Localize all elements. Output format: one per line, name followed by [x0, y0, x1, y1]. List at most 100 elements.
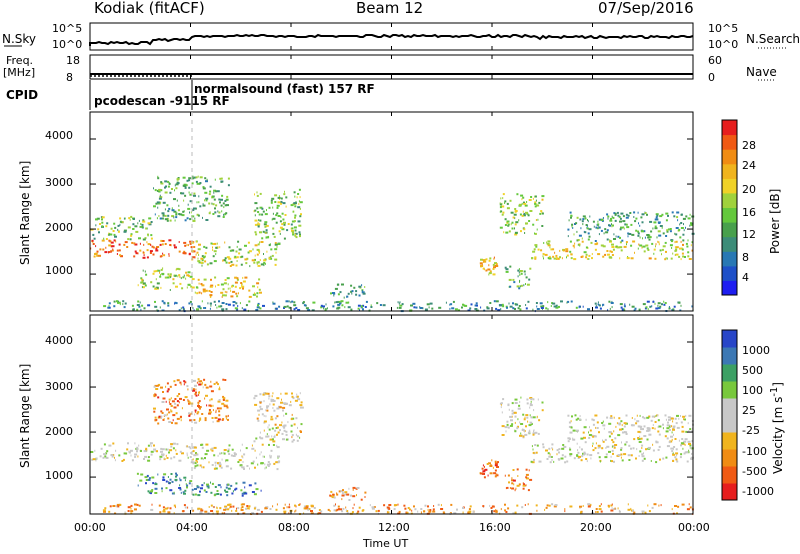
power-cell — [431, 307, 434, 310]
velocity-cell — [300, 406, 301, 409]
velocity-cell — [529, 478, 533, 481]
power-cell — [606, 250, 609, 252]
power-cell — [204, 177, 207, 180]
velocity-cell — [580, 459, 583, 462]
velocity-cell — [151, 489, 154, 491]
velocity-cell — [350, 494, 352, 497]
velocity-cell — [234, 488, 237, 491]
velocity-cell — [580, 511, 582, 514]
power-cell — [224, 241, 226, 244]
power-cell — [169, 191, 172, 194]
power-cell — [193, 309, 195, 312]
power-cell — [549, 246, 551, 249]
velocity-cell — [638, 455, 640, 457]
power-cell — [606, 238, 609, 241]
velocity-cell — [618, 509, 620, 512]
velocity-cell — [170, 409, 172, 412]
power-cell — [272, 227, 275, 230]
power-cell — [587, 238, 590, 241]
power-cell — [207, 302, 209, 305]
velocity-cell — [674, 438, 677, 440]
velocity-cell — [657, 448, 660, 451]
velocity-cell — [529, 421, 531, 424]
velocity-cell — [634, 418, 636, 421]
power-cell — [630, 244, 633, 247]
velocity-cell — [276, 446, 280, 449]
velocity-cell — [226, 404, 228, 407]
power-cell — [193, 176, 196, 179]
power-cell — [157, 177, 160, 180]
velocity-cell — [534, 431, 538, 434]
velocity-cell — [487, 474, 489, 477]
power-cell — [201, 300, 203, 303]
power-cell — [305, 307, 309, 310]
power-cell — [570, 257, 573, 260]
velocity-cell — [538, 460, 542, 463]
power-cell — [194, 217, 196, 220]
power-cell — [156, 286, 159, 289]
velocity-cell — [157, 384, 160, 387]
velocity-cell — [108, 444, 112, 447]
velocity-cell — [514, 430, 517, 433]
power-cell — [286, 305, 289, 308]
velocity-cell — [586, 460, 588, 463]
power-cell — [513, 281, 516, 284]
velocity-cell — [178, 393, 181, 395]
velocity-cell — [548, 447, 551, 450]
power-cell — [523, 270, 526, 273]
velocity-cell — [193, 454, 197, 457]
power-cell — [555, 257, 558, 260]
velocity-cell — [514, 415, 517, 418]
power-cell — [247, 251, 250, 254]
velocity-cell — [494, 475, 497, 478]
power-cell — [650, 230, 653, 233]
velocity-cell — [254, 394, 258, 397]
power-cell — [182, 276, 185, 279]
power-cell — [258, 250, 261, 253]
power-cell — [505, 270, 509, 273]
velocity-cell — [281, 421, 283, 424]
velocity-cell — [218, 407, 222, 410]
power-cell — [221, 302, 225, 304]
velocity-cell — [625, 414, 628, 417]
power-cell — [598, 226, 601, 229]
velocity-cell — [195, 391, 197, 394]
power-cell — [506, 207, 510, 210]
velocity-cell — [251, 491, 255, 493]
power-cell — [523, 212, 526, 215]
power-cell — [294, 195, 296, 198]
power-cell — [542, 305, 545, 308]
velocity-cell — [411, 509, 413, 512]
power-cell — [609, 307, 611, 310]
velocity-cell — [227, 487, 231, 490]
velocity-cell — [209, 385, 213, 388]
power-cell — [188, 186, 191, 189]
power-cell — [90, 228, 94, 231]
velocity-cell — [352, 507, 354, 510]
velocity-cell — [217, 418, 221, 421]
power-cell — [189, 300, 192, 303]
power-cell — [525, 307, 528, 310]
power-cell — [518, 305, 521, 307]
power-cell — [137, 222, 139, 225]
power-cell — [164, 218, 168, 221]
power-cell — [514, 208, 517, 210]
velocity-cell — [685, 451, 689, 454]
velocity-cell — [196, 412, 199, 415]
power-cell — [480, 265, 484, 267]
power-cell — [646, 300, 650, 303]
power-cell — [212, 249, 214, 251]
velocity-cell — [165, 448, 169, 451]
power-cell — [596, 227, 599, 230]
velocity-cell — [259, 401, 262, 404]
power-cell — [646, 213, 648, 216]
power-cell — [154, 300, 156, 303]
velocity-cell — [592, 445, 593, 447]
velocity-cell — [169, 489, 173, 492]
velocity-cell — [505, 430, 507, 433]
velocity-cell — [596, 421, 599, 424]
velocity-cell — [525, 473, 529, 476]
power-cell — [190, 285, 193, 288]
power-cell — [611, 300, 613, 303]
velocity-cell — [150, 508, 154, 511]
